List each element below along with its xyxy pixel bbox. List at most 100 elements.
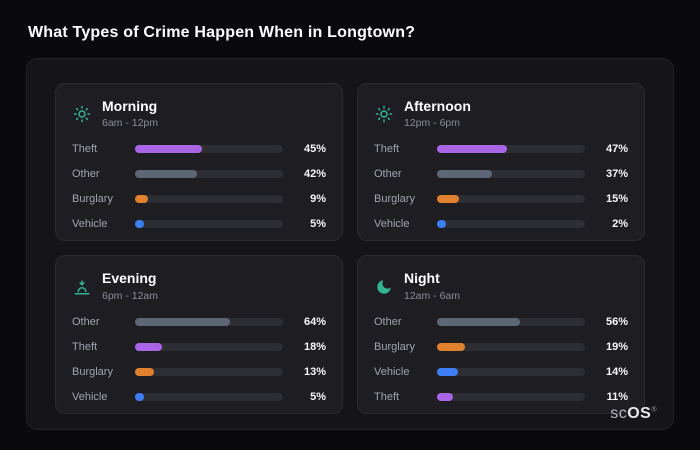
bar-row: Theft 47%	[374, 143, 628, 155]
bar-row: Other 64%	[72, 316, 326, 328]
bar	[437, 145, 507, 154]
bar-row: Burglary 15%	[374, 193, 628, 205]
card-evening: Evening 6pm - 12am Other 64% Theft 18%	[55, 255, 343, 414]
bar-row: Other 56%	[374, 316, 628, 328]
bar-rows: Theft 45% Other 42% Burglary 9%	[72, 143, 326, 230]
bar	[135, 317, 230, 326]
bar-track	[135, 220, 283, 229]
card-header: Afternoon 12pm - 6pm	[374, 98, 628, 129]
bar-row: Theft 18%	[72, 341, 326, 353]
bar-row: Theft 11%	[374, 391, 628, 403]
bar-label: Theft	[374, 390, 400, 403]
page-title: What Types of Crime Happen When in Longt…	[28, 24, 416, 41]
bar-track	[437, 170, 585, 179]
bar-value: 64%	[303, 315, 326, 328]
bar-row: Burglary 9%	[72, 193, 326, 205]
card-header: Morning 6am - 12pm	[72, 98, 326, 130]
bar	[135, 145, 202, 154]
bar-value: 15%	[605, 193, 628, 206]
card-titles: Morning 6am - 12pm	[102, 98, 159, 130]
card-title: Night	[404, 270, 440, 287]
bar-rows: Theft 47% Other 37% Burglary 15%	[374, 143, 628, 230]
bar-track	[437, 220, 585, 229]
bar	[135, 392, 144, 401]
bar-row: Vehicle 5%	[72, 218, 326, 230]
bar-track	[135, 145, 283, 154]
bar-label: Vehicle	[72, 218, 108, 231]
bar-value: 37%	[605, 168, 628, 181]
bar-value: 47%	[605, 143, 628, 156]
bar-rows: Other 64% Theft 18% Burglary 13%	[72, 316, 326, 403]
bar	[135, 195, 149, 204]
bar	[437, 317, 520, 326]
bar-label: Theft	[374, 143, 400, 156]
card-titles: Night 12am - 6am	[404, 270, 461, 302]
card-subtitle: 6am - 12pm	[102, 117, 159, 130]
bar-label: Burglary	[374, 193, 415, 206]
bar	[437, 342, 466, 351]
bar-row: Vehicle 5%	[72, 391, 326, 403]
registered-mark-icon: ®	[651, 406, 657, 414]
bar-track	[135, 367, 283, 376]
bar-value: 45%	[303, 143, 326, 156]
bar-value: 14%	[605, 365, 628, 378]
bar-track	[437, 342, 585, 351]
bar	[437, 195, 460, 204]
bar-track	[135, 317, 283, 326]
sun-icon	[72, 104, 92, 124]
card-afternoon: Afternoon 12pm - 6pm Theft 47% Other 37%	[357, 83, 645, 242]
bar-track	[437, 195, 585, 204]
bar-track	[437, 367, 585, 376]
moon-icon	[374, 277, 394, 297]
bar	[135, 367, 155, 376]
logo-suffix: OS	[627, 405, 652, 422]
bar-value: 13%	[303, 365, 326, 378]
bar-value: 11%	[606, 390, 628, 403]
bar-row: Other 37%	[374, 168, 628, 180]
bar	[135, 342, 162, 351]
bar-track	[437, 145, 585, 154]
bar-value: 9%	[310, 193, 326, 206]
bar-value: 19%	[605, 340, 628, 353]
bar-label: Vehicle	[72, 390, 108, 403]
bar-row: Burglary 13%	[72, 366, 326, 378]
bar-label: Other	[72, 315, 100, 328]
bar-track	[135, 342, 283, 351]
bar-label: Vehicle	[374, 365, 410, 378]
card-morning: Morning 6am - 12pm Theft 45% Other 42%	[55, 83, 343, 242]
bar-label: Burglary	[374, 340, 415, 353]
sun-icon	[374, 104, 394, 124]
card-title: Morning	[102, 98, 158, 114]
bar	[437, 392, 454, 401]
bar-track	[437, 317, 585, 326]
bar-row: Theft 45%	[72, 143, 326, 155]
card-header: Night 12am - 6am	[374, 270, 628, 302]
bar	[135, 220, 144, 229]
bar	[437, 220, 446, 229]
bar-label: Theft	[72, 340, 98, 353]
card-header: Evening 6pm - 12am	[72, 270, 326, 302]
page: What Types of Crime Happen When in Longt…	[26, 24, 674, 430]
bar-label: Vehicle	[374, 218, 410, 231]
card-night: Night 12am - 6am Other 56% Burglary 19%	[357, 255, 645, 414]
bar-label: Burglary	[72, 193, 113, 206]
bar	[437, 170, 492, 179]
card-subtitle: 12am - 6am	[404, 289, 461, 302]
card-titles: Afternoon 12pm - 6pm	[404, 98, 471, 129]
bar-value: 18%	[303, 340, 326, 353]
bar-row: Vehicle 2%	[374, 218, 628, 230]
bar-value: 5%	[310, 390, 326, 403]
bar-value: 56%	[605, 315, 628, 328]
bar-label: Other	[374, 168, 402, 181]
bar-row: Vehicle 14%	[374, 366, 628, 378]
bar-track	[135, 195, 283, 204]
card-subtitle: 6pm - 12am	[102, 289, 159, 302]
bar-label: Theft	[72, 143, 98, 156]
bar-row: Burglary 19%	[374, 341, 628, 353]
sunset-icon	[72, 277, 92, 297]
bar-value: 2%	[612, 218, 628, 231]
bar	[135, 170, 198, 179]
bar	[437, 367, 458, 376]
logo-prefix: sc	[610, 405, 628, 422]
bar-label: Other	[72, 168, 100, 181]
